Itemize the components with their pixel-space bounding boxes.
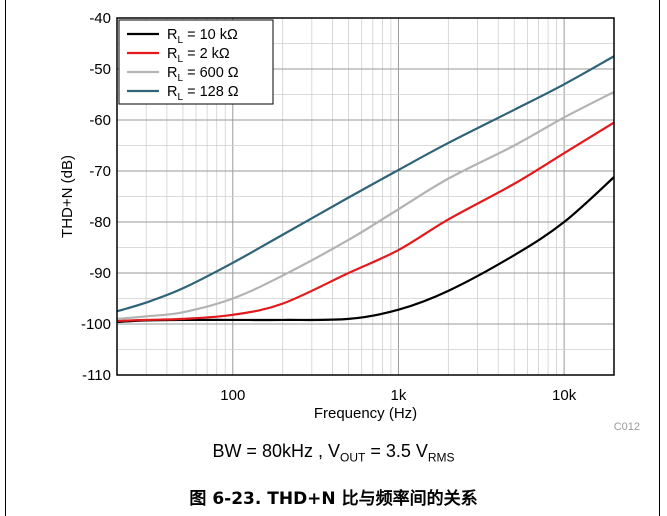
x-tick-label: 1k [391, 387, 407, 404]
x-tick-label: 100 [220, 387, 245, 404]
series-line-2 [116, 90, 615, 320]
y-tick-label: -50 [89, 61, 111, 78]
y-tick-label: -40 [89, 10, 111, 27]
y-tick-label: -80 [89, 214, 111, 231]
x-tick-label: 10k [552, 387, 577, 404]
y-tick-label: -70 [89, 163, 111, 180]
series-lines [116, 55, 615, 324]
caption-mid: = 3.5 V [365, 441, 428, 461]
series-line-3 [116, 55, 615, 313]
y-tick-label: -100 [81, 316, 111, 333]
x-axis-label: Frequency (Hz) [314, 405, 417, 422]
tick-labels: -40 -50 -60 -70 -80 -90 -100 -110 100 1k 10k [81, 10, 577, 404]
series-line-1 [116, 121, 615, 323]
legend-label: RL = 2 kΩ [167, 46, 230, 65]
figure-frame [5, 0, 660, 516]
y-axis-label: THD+N (dB) [59, 155, 76, 238]
caption-sub-out: OUT [339, 450, 366, 465]
plot-border [116, 17, 615, 376]
caption-prefix: BW = 80kHz , V [212, 441, 340, 461]
legend-label: RL = 600 Ω [167, 65, 239, 84]
series-line-0 [116, 176, 615, 324]
chart-caption: BW = 80kHz , VOUT = 3.5 VRMS [0, 441, 667, 465]
y-tick-label: -110 [82, 367, 111, 384]
thd-frequency-chart: -40 -50 -60 -70 -80 -90 -100 -110 100 1k 10k Frequ… [59, 10, 640, 433]
y-tick-label: -90 [89, 265, 111, 282]
figure-title: 图 6-23. THD+N 比与频率间的关系 [189, 489, 478, 509]
caption-sub-rms: RMS [427, 450, 455, 465]
figure-code: C012 [614, 421, 640, 433]
legend-label: RL = 128 Ω [167, 84, 239, 103]
legend-label: RL = 10 kΩ [167, 27, 238, 46]
y-tick-label: -60 [89, 112, 111, 129]
